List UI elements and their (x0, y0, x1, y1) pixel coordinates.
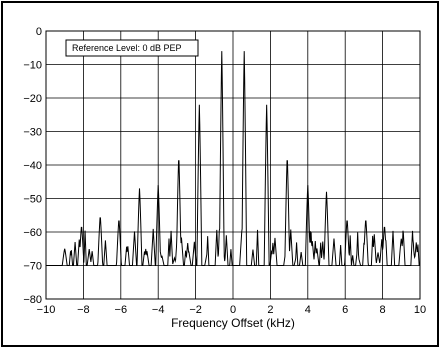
spectrum-trace (46, 51, 420, 266)
x-tick-label: 2 (267, 304, 273, 316)
reference-level-box: Reference Level: 0 dB PEP (65, 39, 199, 57)
x-tick-label: 0 (230, 304, 236, 316)
x-tick-label: 4 (305, 304, 311, 316)
x-tick-label: −8 (77, 304, 90, 316)
y-tick-label: −30 (23, 127, 42, 139)
x-axis-ticks: −10 −8 −6 −4 −2 0 2 4 6 8 10 (37, 304, 426, 316)
x-tick-label: −6 (115, 304, 128, 316)
x-axis-label: Frequency Offset (kHz) (171, 316, 295, 330)
y-tick-label: −60 (23, 227, 42, 239)
plot-area (45, 30, 421, 300)
y-tick-label: −80 (23, 294, 42, 306)
reference-level-label: Reference Level: 0 dB PEP (72, 43, 182, 53)
x-tick-label: −2 (189, 304, 202, 316)
y-tick-label: −70 (23, 261, 42, 273)
x-tick-label: −10 (37, 304, 56, 316)
y-tick-label: 0 (36, 26, 42, 38)
y-axis-ticks: 0 −10 −20 −30 −40 −50 −60 −70 −80 (23, 26, 42, 306)
y-tick-label: −10 (23, 60, 42, 72)
y-tick-label: −50 (23, 194, 42, 206)
x-tick-label: 6 (342, 304, 348, 316)
y-tick-label: −40 (23, 160, 42, 172)
x-tick-label: −4 (152, 304, 165, 316)
x-tick-label: 8 (380, 304, 386, 316)
y-tick-label: −20 (23, 93, 42, 105)
x-tick-label: 10 (414, 304, 426, 316)
